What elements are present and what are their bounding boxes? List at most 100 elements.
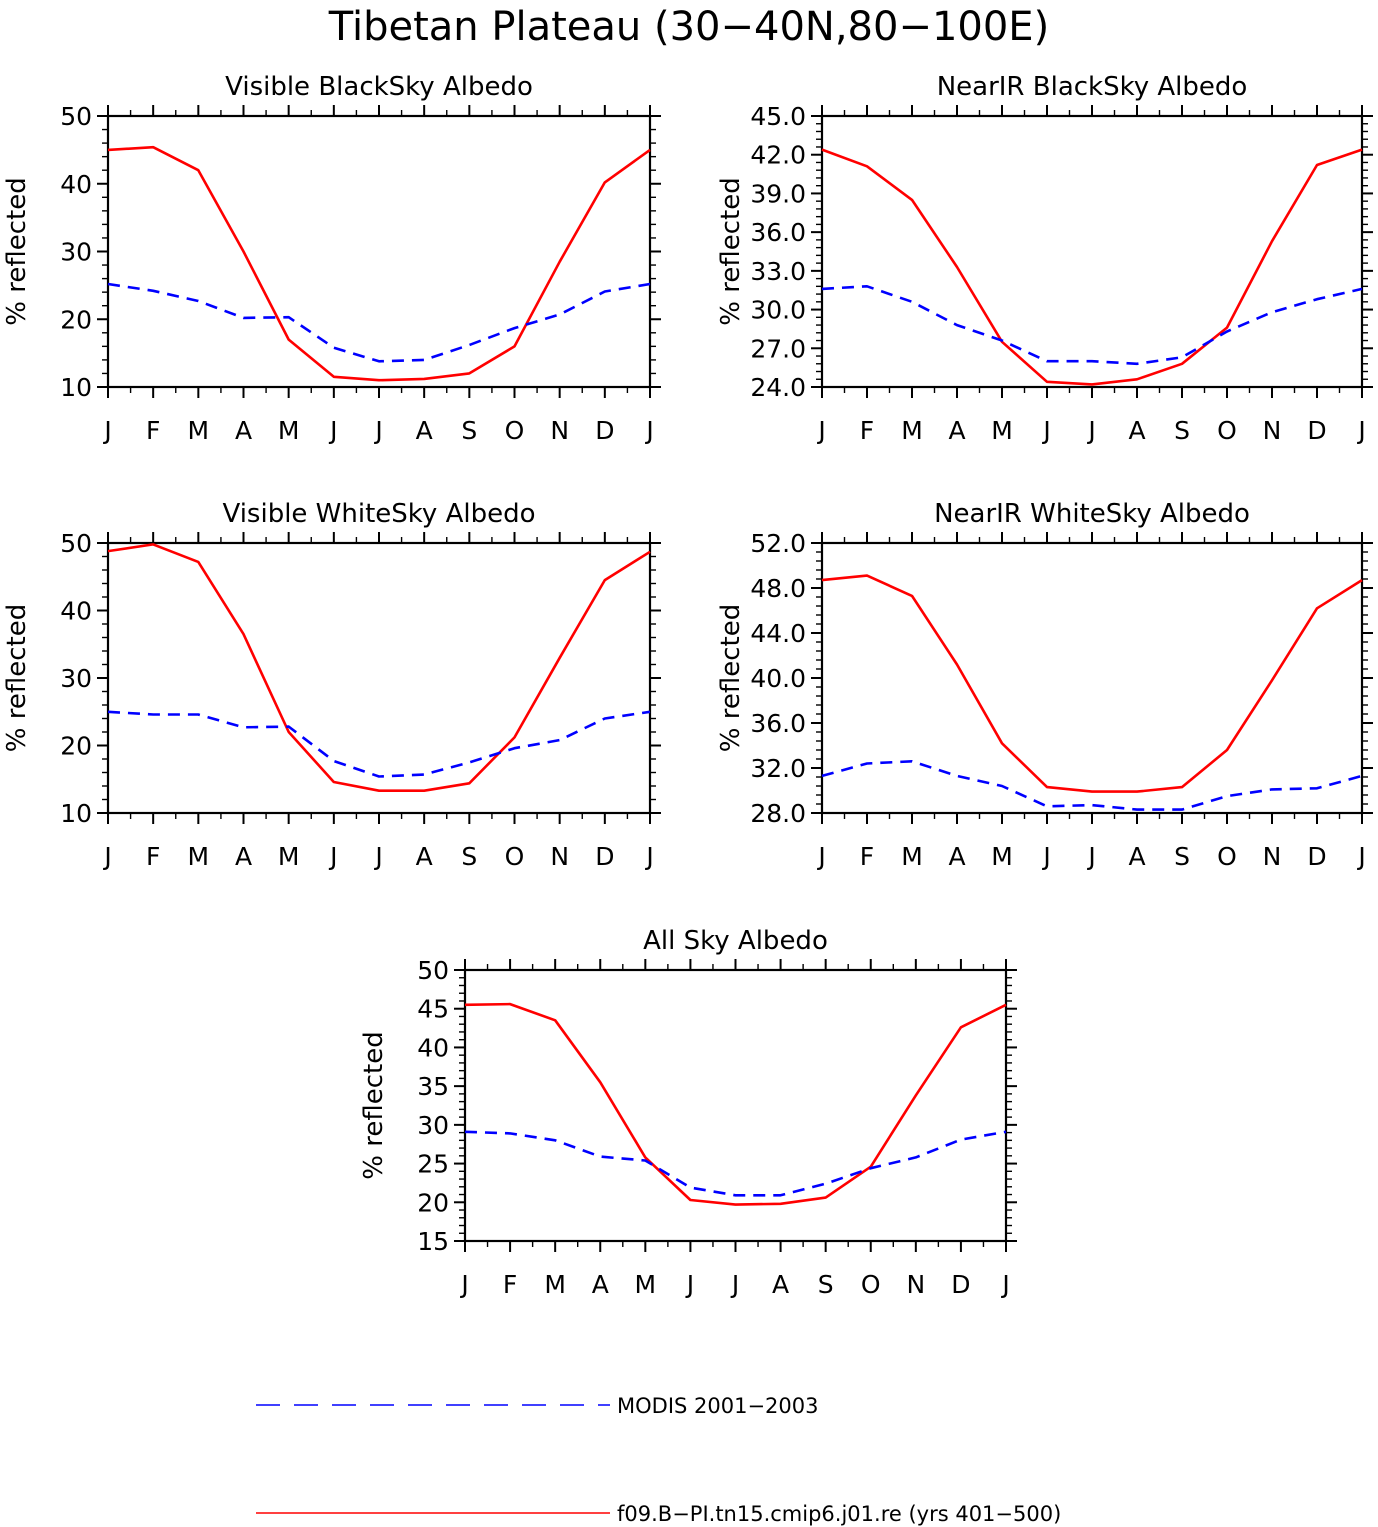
model-series-line <box>464 1002 1007 1206</box>
x-tick-label: A <box>772 1270 789 1299</box>
x-tick-label: F <box>503 1270 517 1299</box>
model-series-line <box>821 574 1363 793</box>
modis-series-line <box>821 284 1363 366</box>
modis-series-line <box>464 1130 1007 1197</box>
panel-title: Visible BlackSky Albedo <box>225 72 533 102</box>
x-tick-label: J <box>1356 416 1365 445</box>
plot-frame <box>106 541 652 815</box>
y-tick-label: 44.0 <box>750 619 806 648</box>
x-tick-label: D <box>595 842 614 871</box>
x-tick-label: J <box>328 416 337 445</box>
modis-series-line <box>107 710 651 778</box>
x-tick-label: J <box>1356 842 1365 871</box>
x-tick-label: D <box>1307 842 1326 871</box>
x-tick-label: J <box>816 842 825 871</box>
x-tick-label: F <box>860 416 874 445</box>
x-tick-label: A <box>592 1270 609 1299</box>
x-tick-label: J <box>459 1270 468 1299</box>
plot-frame <box>106 114 652 389</box>
x-tick-label: N <box>1263 416 1282 445</box>
model-series-line <box>107 145 651 382</box>
legend: MODIS 2001−2003 f09.B−PI.tn15.cmip6.j01.… <box>256 1394 1061 1526</box>
x-tick-label: A <box>235 416 252 445</box>
x-tick-label: M <box>188 842 210 871</box>
x-tick-label: J <box>1041 416 1050 445</box>
x-tick-label: J <box>1086 842 1095 871</box>
x-tick-label: N <box>550 416 569 445</box>
legend-modis-label: MODIS 2001−2003 <box>617 1394 819 1418</box>
y-tick-label: 36.0 <box>750 709 806 738</box>
y-tick-label: 50 <box>60 529 92 558</box>
x-tick-label: J <box>816 416 825 445</box>
x-tick-label: A <box>948 416 965 445</box>
model-series-line <box>107 543 651 793</box>
x-tick-label: A <box>235 842 252 871</box>
y-tick-label: 35 <box>417 1072 449 1101</box>
panel-title: All Sky Albedo <box>643 926 828 956</box>
x-tick-label: M <box>278 842 300 871</box>
y-axis-label: % reflected <box>716 177 746 325</box>
x-tick-label: J <box>644 842 653 871</box>
x-tick-label: M <box>991 842 1013 871</box>
y-tick-label: 45.0 <box>750 102 806 131</box>
y-tick-label: 30 <box>417 1111 449 1140</box>
y-tick-label: 50 <box>60 102 92 131</box>
model-series-line <box>821 148 1363 386</box>
x-tick-label: O <box>1217 842 1237 871</box>
x-tick-label: J <box>373 416 382 445</box>
x-tick-label: S <box>1174 842 1190 871</box>
plot-frame <box>463 968 1008 1243</box>
x-tick-label: J <box>102 842 111 871</box>
x-tick-label: M <box>188 416 210 445</box>
x-tick-label: S <box>1174 416 1190 445</box>
y-tick-label: 20 <box>417 1188 449 1217</box>
legend-model-label: f09.B−PI.tn15.cmip6.j01.re (yrs 401−500) <box>617 1502 1061 1526</box>
y-tick-label: 50 <box>417 956 449 985</box>
y-tick-label: 40.0 <box>750 664 806 693</box>
panel-title: NearIR BlackSky Albedo <box>937 72 1248 102</box>
y-tick-label: 30.0 <box>750 296 806 325</box>
x-tick-label: A <box>948 842 965 871</box>
panel-title: NearIR WhiteSky Albedo <box>934 499 1250 529</box>
x-tick-label: N <box>550 842 569 871</box>
y-tick-label: 30 <box>60 664 92 693</box>
y-tick-label: 40 <box>60 597 92 626</box>
x-tick-label: S <box>818 1270 834 1299</box>
x-tick-label: D <box>595 416 614 445</box>
x-tick-label: F <box>146 842 160 871</box>
x-tick-label: D <box>1307 416 1326 445</box>
x-tick-label: M <box>991 416 1013 445</box>
y-tick-label: 40 <box>417 1033 449 1062</box>
y-tick-label: 36.0 <box>750 218 806 247</box>
x-tick-label: J <box>644 416 653 445</box>
y-tick-label: 25 <box>417 1150 449 1179</box>
x-tick-label: F <box>860 842 874 871</box>
y-axis-label: % reflected <box>2 177 32 325</box>
plot-frame <box>820 541 1364 815</box>
x-tick-label: M <box>901 416 923 445</box>
x-tick-label: S <box>461 416 477 445</box>
y-tick-label: 20 <box>60 732 92 761</box>
y-tick-label: 39.0 <box>750 179 806 208</box>
x-tick-label: A <box>416 842 433 871</box>
x-tick-label: S <box>461 842 477 871</box>
y-tick-label: 32.0 <box>750 754 806 783</box>
y-tick-label: 45 <box>417 995 449 1024</box>
x-tick-label: J <box>328 842 337 871</box>
figure-title: Tibetan Plateau (30−40N,80−100E) <box>328 4 1049 50</box>
y-tick-label: 30 <box>60 238 92 267</box>
x-tick-label: J <box>373 842 382 871</box>
x-tick-label: O <box>861 1270 881 1299</box>
x-tick-label: A <box>1128 416 1145 445</box>
x-tick-label: J <box>1041 842 1050 871</box>
y-axis-label: % reflected <box>359 1031 389 1179</box>
x-tick-label: J <box>1086 416 1095 445</box>
y-tick-label: 48.0 <box>750 574 806 603</box>
